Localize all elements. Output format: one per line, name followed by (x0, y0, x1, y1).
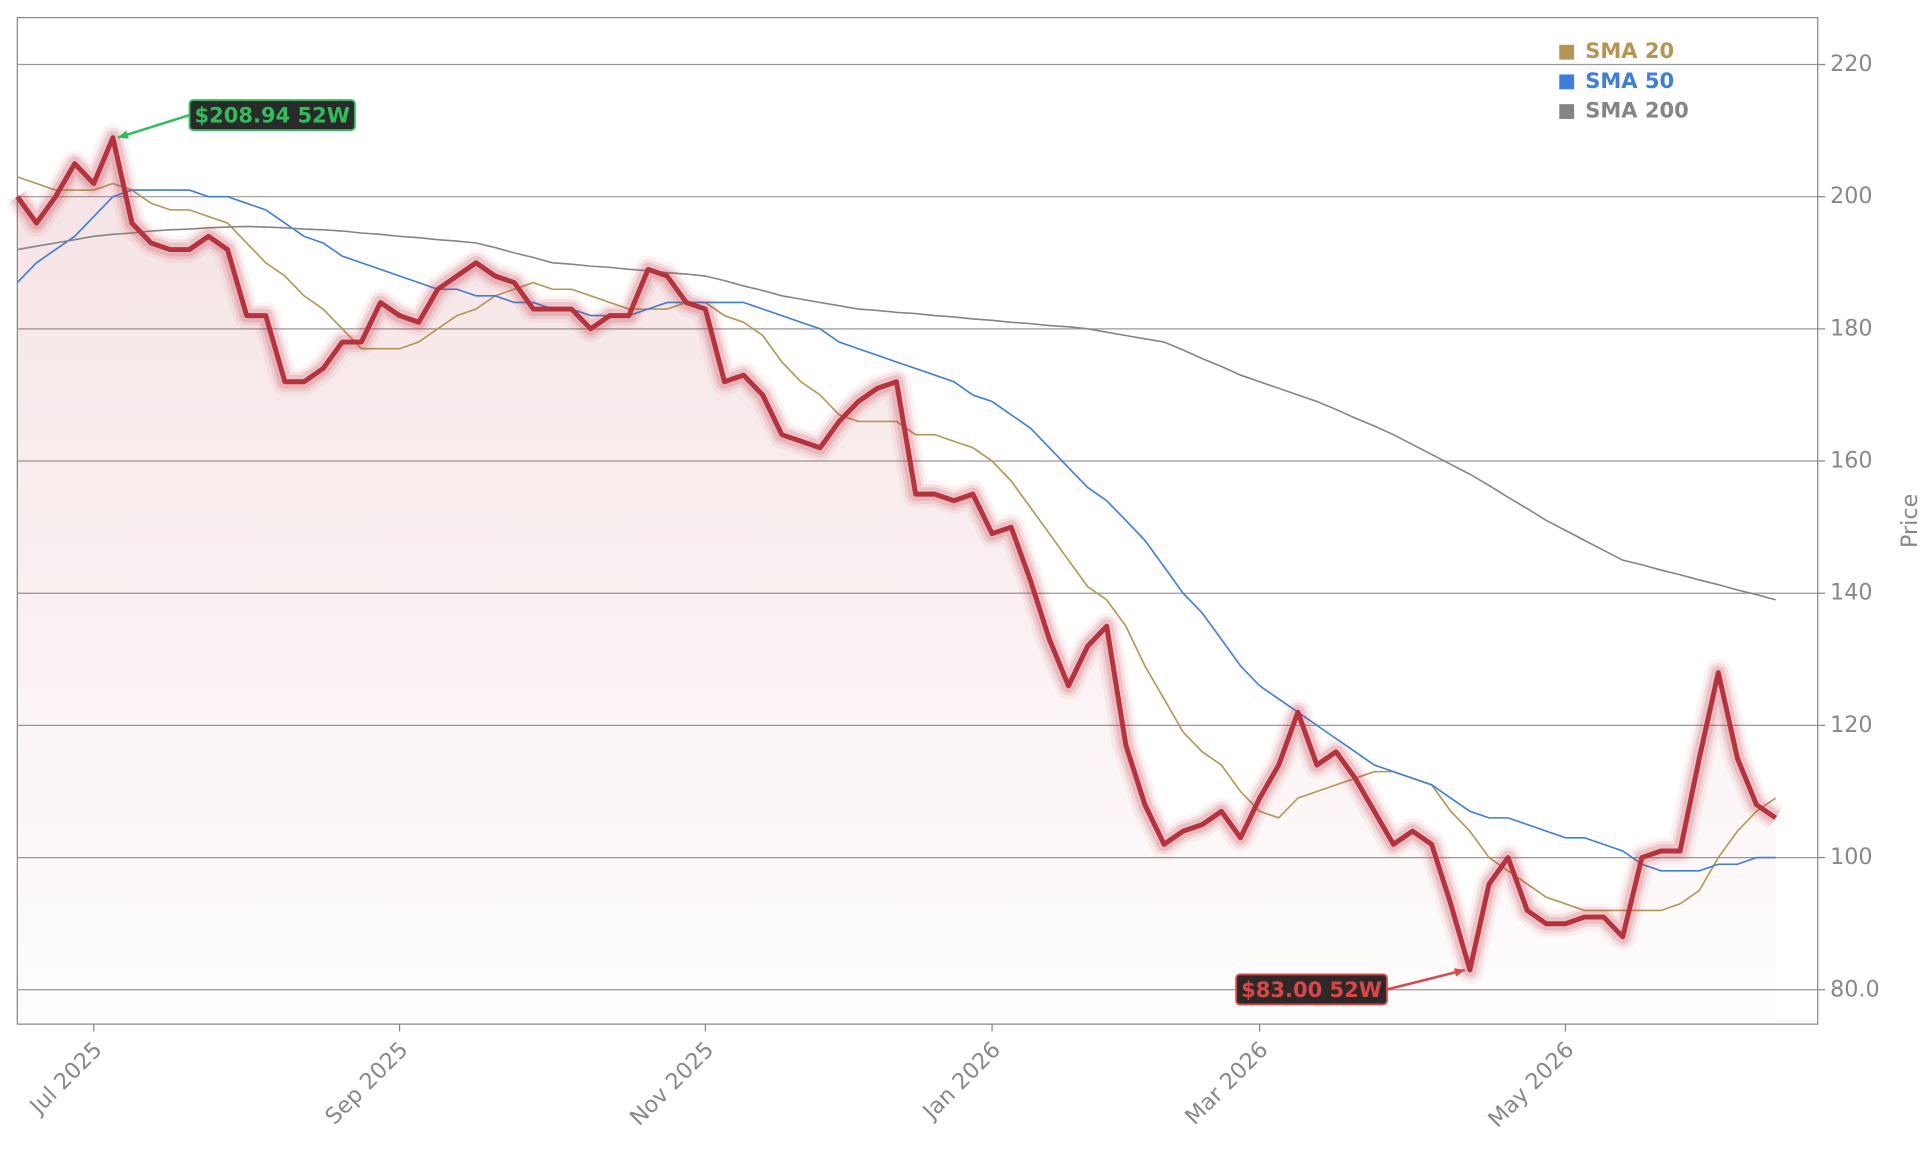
x-tick-label: May 2026 (1483, 1037, 1579, 1133)
x-tick-label: Jul 2025 (24, 1037, 108, 1121)
sma-line (17, 176, 1777, 912)
annotation-arrowhead (1453, 968, 1465, 977)
x-tick-label: Nov 2025 (625, 1037, 719, 1131)
annotation-label: $83.00 52W (1241, 977, 1382, 1002)
annotation: $208.94 52W (117, 99, 356, 139)
price-line (15, 135, 1778, 973)
annotation-arrowhead (117, 130, 129, 139)
legend-swatch (1559, 44, 1575, 60)
y-tick-label: 140 (1830, 580, 1872, 606)
legend-label: SMA 200 (1585, 98, 1689, 123)
sma-line (17, 225, 1776, 601)
y-tick-label: 100 (1830, 844, 1872, 870)
y-tick-label: 220 (1830, 51, 1872, 77)
x-tick-label: Mar 2026 (1180, 1037, 1273, 1130)
y-axis-label: Price (1897, 494, 1923, 548)
x-tick-label: Sep 2025 (320, 1037, 413, 1130)
y-tick-label: 180 (1830, 315, 1872, 341)
y-tick-label: 120 (1830, 712, 1872, 738)
price-area (17, 137, 1776, 1025)
y-tick-label: 200 (1830, 183, 1872, 209)
annotation: $83.00 52W (1235, 968, 1466, 1006)
legend-swatch (1559, 104, 1575, 119)
annotation-label: $208.94 52W (194, 103, 349, 128)
legend-label: SMA 20 (1585, 38, 1674, 63)
legend-swatch (1559, 74, 1575, 90)
sma-line (16, 189, 1776, 872)
y-tick-label: 160 (1830, 448, 1872, 474)
y-tick-label: 80.0 (1830, 976, 1880, 1002)
legend-label: SMA 50 (1585, 68, 1674, 93)
annotation-arrow (1386, 968, 1466, 991)
annotation-arrow (117, 113, 190, 139)
x-tick-label: Jan 2026 (917, 1037, 1006, 1126)
